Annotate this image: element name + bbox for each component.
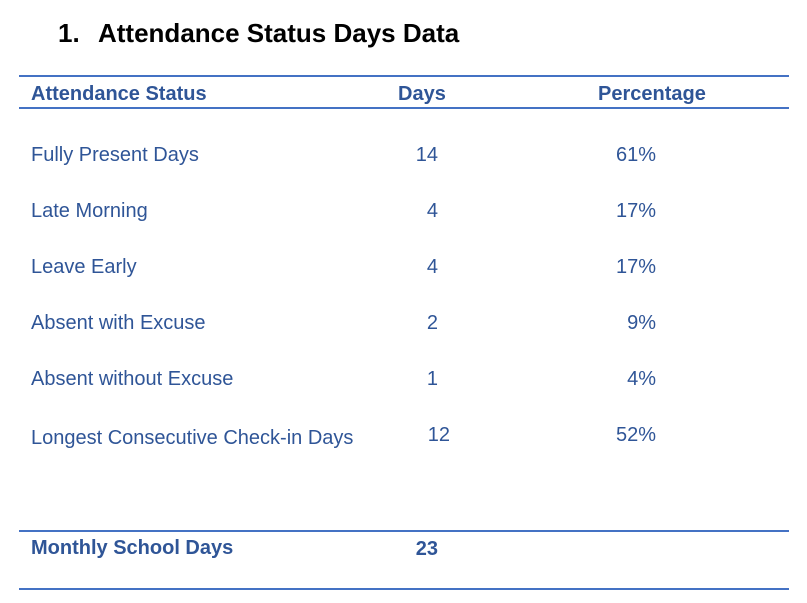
table-row-status: Absent with Excuse <box>31 312 206 334</box>
table-row-percentage: 17% <box>615 256 656 278</box>
table-row-days: 4 <box>426 256 438 278</box>
table-row-days: 1 <box>426 368 438 390</box>
table-row-status: Longest Consecutive Check-in Days <box>31 427 354 449</box>
table-row-percentage: 17% <box>615 200 656 222</box>
table-row-percentage: 9% <box>627 312 656 334</box>
table-row-status: Leave Early <box>31 256 137 278</box>
table-row-days: 12 <box>427 424 450 446</box>
heading-title: Attendance Status Days Data <box>98 18 460 48</box>
header-percentage: Percentage <box>598 83 706 105</box>
table-top-rule <box>19 75 789 77</box>
heading-number: 1. <box>58 18 80 48</box>
footer-label: Monthly School Days <box>31 537 234 559</box>
table-row-percentage: 4% <box>627 368 656 390</box>
header-days: Days <box>398 83 446 105</box>
header-attendance-status: Attendance Status <box>31 83 207 105</box>
table-row-percentage: 52% <box>615 424 656 446</box>
footer-top-rule <box>19 530 789 532</box>
table-row-days: 4 <box>426 200 438 222</box>
footer-bottom-rule <box>19 588 789 590</box>
table-row-status: Late Morning <box>31 200 148 222</box>
table-row-days: 14 <box>415 144 438 166</box>
table-row-status: Fully Present Days <box>31 144 199 166</box>
header-bottom-rule <box>19 107 789 109</box>
table-row-days: 2 <box>426 312 438 334</box>
table-row-status: Absent without Excuse <box>31 368 234 390</box>
footer-days: 23 <box>415 538 438 560</box>
page-title: 1. Attendance Status Days Data <box>58 18 459 49</box>
table-row-percentage: 61% <box>615 144 656 166</box>
